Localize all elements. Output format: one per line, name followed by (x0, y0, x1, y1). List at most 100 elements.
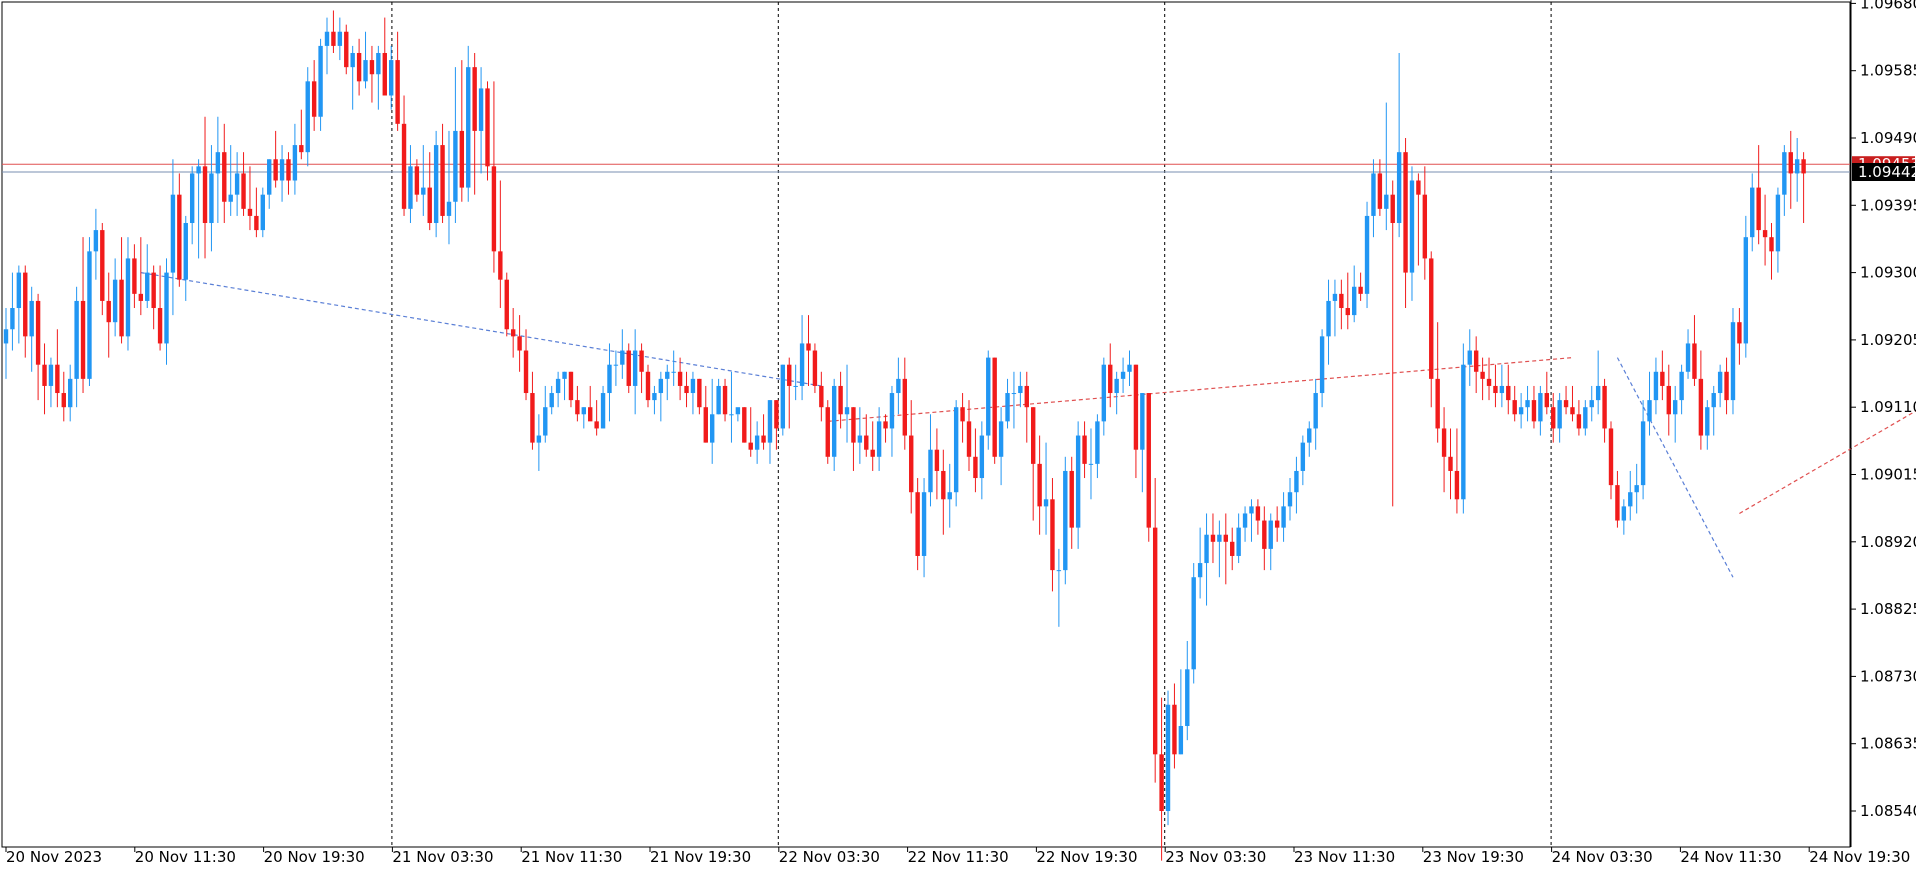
candle (1769, 223, 1774, 280)
candle (1557, 393, 1562, 443)
price-axis[interactable]: 1.09680 1.09585 1.09490 1.09395 1.09300 1.092… (1850, 0, 1916, 847)
candle (1018, 371, 1023, 408)
candle-body (1628, 492, 1633, 507)
candle-body (311, 81, 317, 117)
candle (466, 45, 471, 202)
candle-body (870, 449, 875, 457)
candle (941, 449, 946, 535)
candle (716, 378, 721, 415)
candle (883, 414, 888, 443)
candle-body (594, 421, 599, 429)
candle-body (350, 52, 355, 68)
candle-body (1441, 428, 1447, 457)
candle-body (74, 300, 79, 379)
candle (1602, 378, 1607, 443)
candle (1146, 393, 1151, 542)
candle (1140, 393, 1145, 493)
candle-body (1480, 371, 1485, 379)
candle (1461, 343, 1466, 514)
candle (504, 272, 509, 337)
candle (710, 378, 715, 464)
candle-body (1634, 485, 1639, 493)
time-tick-label: 22 Nov 03:30 (779, 848, 880, 866)
candle-body (857, 435, 863, 443)
candle-body (928, 449, 933, 493)
candle (1467, 329, 1472, 386)
candle-body (498, 251, 503, 280)
candle-body (1210, 534, 1216, 542)
candle (350, 45, 355, 110)
candle-body (241, 173, 246, 209)
candle-body (1486, 378, 1492, 386)
candle (254, 187, 259, 238)
candle-body (1705, 407, 1710, 436)
candle-body (1159, 754, 1164, 811)
candle-body (1461, 364, 1466, 500)
candle-body (851, 407, 856, 443)
time-tick-label: 20 Nov 2023 (6, 848, 102, 866)
candle (844, 364, 850, 443)
candle-body (1737, 322, 1742, 344)
candle-body (998, 421, 1004, 457)
candle-body (1666, 385, 1671, 415)
candle-body (986, 357, 991, 436)
price-tick-label: 1.09015 (1860, 466, 1916, 484)
candle (799, 315, 805, 401)
time-tick-label: 22 Nov 19:30 (1036, 848, 1137, 866)
candle-body (722, 385, 728, 415)
candle (575, 385, 580, 422)
candle-body (1698, 378, 1704, 436)
candle (318, 38, 323, 131)
candle (1326, 279, 1331, 365)
candle-body (1127, 364, 1132, 372)
candle-body (1422, 194, 1428, 259)
candle-body (1518, 407, 1524, 415)
candle (549, 385, 554, 415)
candle (1127, 350, 1132, 386)
candle (1570, 385, 1575, 422)
candle-body (1031, 407, 1036, 464)
candle (119, 237, 124, 344)
candle (876, 407, 882, 471)
candle (774, 400, 779, 450)
candle-body (1499, 385, 1505, 394)
candle-body (1730, 322, 1736, 401)
candle (998, 407, 1004, 486)
candle (433, 130, 439, 238)
candle (722, 378, 728, 422)
candle-body (1281, 506, 1286, 528)
candle (594, 400, 599, 436)
candle (928, 414, 933, 507)
candle (1441, 407, 1447, 493)
candle-body (440, 145, 445, 216)
candle-body (1114, 378, 1119, 394)
candle (1313, 378, 1318, 450)
candle-body (151, 272, 156, 309)
candle-body (273, 159, 278, 181)
candle-body (145, 272, 150, 301)
candle (453, 67, 458, 224)
candle-body (157, 308, 163, 344)
candle-body (485, 88, 490, 167)
time-axis[interactable]: 20 Nov 2023 20 Nov 11:30 20 Nov 19:30 21 No… (5, 847, 1910, 866)
candle (697, 378, 702, 415)
candle-body (665, 371, 670, 379)
candle (1518, 393, 1524, 429)
candle (1204, 513, 1209, 606)
candle-body (1416, 180, 1421, 195)
candle-body (1339, 293, 1344, 309)
candle-body (215, 152, 221, 174)
candle-body (1724, 371, 1729, 401)
candle-body (1743, 237, 1749, 344)
candle (1114, 371, 1119, 415)
candle (1403, 138, 1408, 309)
candle (1756, 145, 1761, 245)
candle (1088, 428, 1094, 500)
candle (915, 478, 920, 571)
candle-body (934, 449, 940, 471)
price-tick-label: 1.09395 (1860, 196, 1916, 214)
candle (1743, 215, 1749, 358)
candle (1486, 357, 1492, 401)
